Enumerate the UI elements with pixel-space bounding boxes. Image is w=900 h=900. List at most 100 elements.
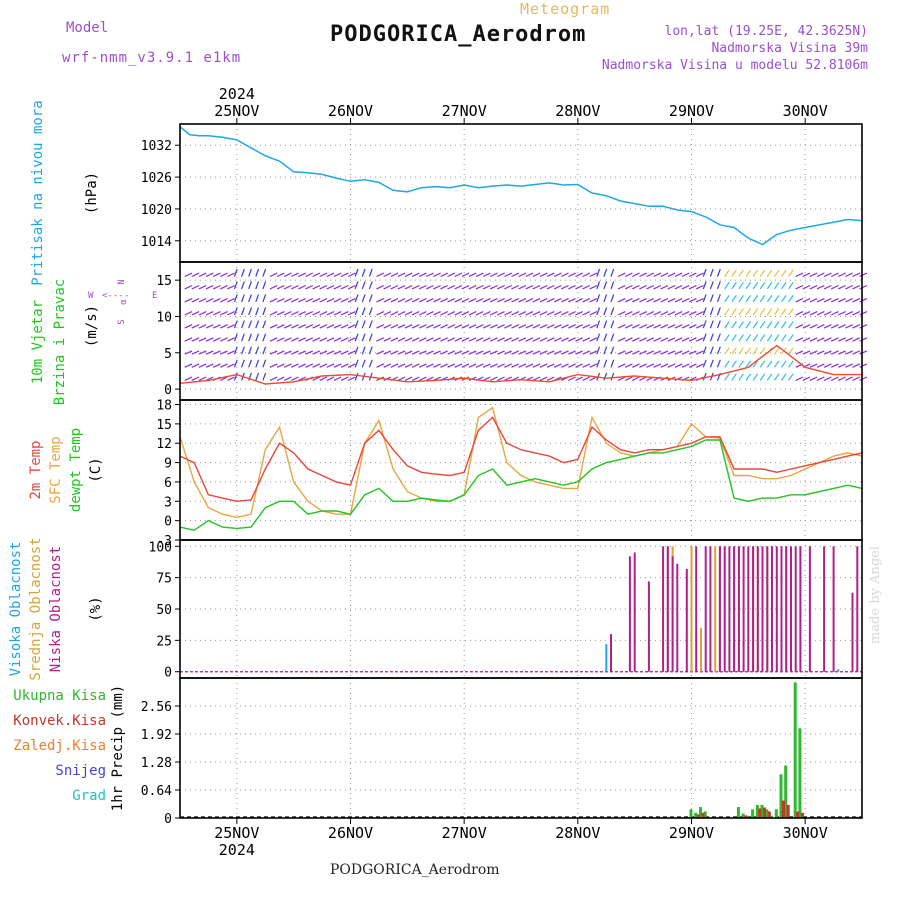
wind-barb	[532, 363, 541, 368]
wind-barb	[241, 359, 245, 368]
wind-barb	[667, 311, 676, 316]
wind-barb	[340, 376, 349, 381]
wind-barb	[539, 337, 548, 342]
wind-barb	[198, 376, 207, 381]
wind-barb	[205, 272, 214, 278]
y-axis-unit-temp: (C)	[88, 457, 104, 482]
wind-barb	[482, 272, 491, 278]
wind-barb	[511, 284, 520, 290]
wind-barb	[539, 272, 548, 278]
precip-total-bar	[746, 815, 750, 818]
wind-barb	[333, 298, 342, 303]
wind-barb	[596, 333, 601, 342]
wind-barb	[624, 350, 633, 355]
wind-barb	[497, 350, 505, 355]
wind-barb	[773, 360, 780, 368]
wind-barb	[340, 324, 349, 329]
wind-barb	[368, 359, 373, 368]
wind-barb	[191, 376, 200, 381]
wind-barb	[632, 363, 640, 368]
wind-barb	[582, 376, 591, 381]
wind-barb	[702, 294, 707, 303]
wind-barb	[830, 337, 839, 342]
wind-barb	[553, 284, 562, 290]
wind-barb	[731, 347, 737, 355]
wind-barb	[276, 324, 285, 329]
wind-barb	[582, 324, 591, 329]
wind-barb	[447, 272, 456, 278]
wind-barb	[568, 324, 576, 329]
wind-barb	[525, 284, 534, 290]
y-tick-label: 6	[164, 476, 172, 491]
wind-barb	[632, 272, 640, 278]
wind-barb	[617, 337, 626, 342]
wind-barb	[639, 324, 647, 329]
wind-barb	[610, 268, 615, 277]
wind-barb	[312, 298, 321, 303]
wind-barb	[553, 363, 562, 368]
wind-barb	[809, 298, 818, 303]
wind-barb	[305, 272, 314, 278]
wind-barb	[546, 311, 555, 316]
wind-barb	[262, 268, 267, 277]
wind-barb	[575, 272, 583, 278]
wind-barb	[426, 363, 434, 368]
wind-barb	[830, 284, 839, 290]
wind-barb	[731, 360, 737, 368]
wind-barb	[489, 298, 498, 303]
precip-convective-bar	[800, 812, 804, 819]
wind-barb	[589, 272, 598, 278]
x-tick-label-bottom: 26NOV	[328, 824, 373, 842]
wind-barb	[468, 350, 477, 355]
cloud-low-bar	[832, 546, 835, 672]
wind-barb	[220, 350, 228, 355]
wind-barb	[227, 284, 235, 290]
cloud-low-bar	[752, 546, 755, 672]
wind-barb	[617, 350, 626, 355]
wind-barb	[269, 284, 278, 290]
precip-total-bar	[694, 812, 698, 819]
wind-barb	[759, 347, 766, 355]
wind-barb	[681, 350, 690, 355]
wind-barb	[781, 321, 787, 329]
wind-barb	[326, 298, 335, 303]
precip-total-bar	[689, 809, 693, 819]
wind-barb	[241, 294, 245, 303]
wind-barb	[248, 346, 252, 355]
wind-barb	[220, 324, 228, 329]
wind-barb	[752, 308, 759, 316]
panel-frame	[179, 123, 863, 263]
wind-barb	[610, 307, 615, 316]
wind-barb	[823, 298, 832, 303]
wind-barb	[823, 350, 832, 355]
wind-barb	[454, 324, 463, 329]
wind-barb	[433, 298, 441, 303]
wind-barb	[397, 350, 406, 355]
wind-barb	[298, 284, 306, 290]
wind-barb	[298, 376, 306, 381]
wind-barb	[368, 294, 373, 303]
model-label: Model	[66, 20, 109, 36]
wind-barb	[191, 337, 200, 342]
wind-barb	[468, 311, 477, 316]
precip-convective-bar	[796, 811, 800, 818]
wind-barb	[639, 337, 647, 342]
wind-barb	[248, 268, 252, 277]
wind-barb	[838, 311, 846, 316]
wind-barb	[404, 324, 413, 329]
wind-barb	[582, 284, 591, 290]
wind-barb	[688, 337, 697, 342]
wind-barb	[191, 311, 200, 316]
wind-barb	[518, 298, 527, 303]
wind-barb	[667, 324, 676, 329]
precip-total-bar	[774, 809, 778, 819]
wind-barb	[504, 284, 512, 290]
wind-barb	[724, 295, 730, 303]
wind-barb	[198, 350, 207, 355]
wind-barb	[695, 337, 704, 342]
wind-barb	[575, 376, 583, 381]
wind-barb	[859, 298, 868, 303]
wind-barb	[191, 363, 200, 368]
wind-barb	[319, 298, 328, 303]
wind-barb	[809, 272, 818, 278]
